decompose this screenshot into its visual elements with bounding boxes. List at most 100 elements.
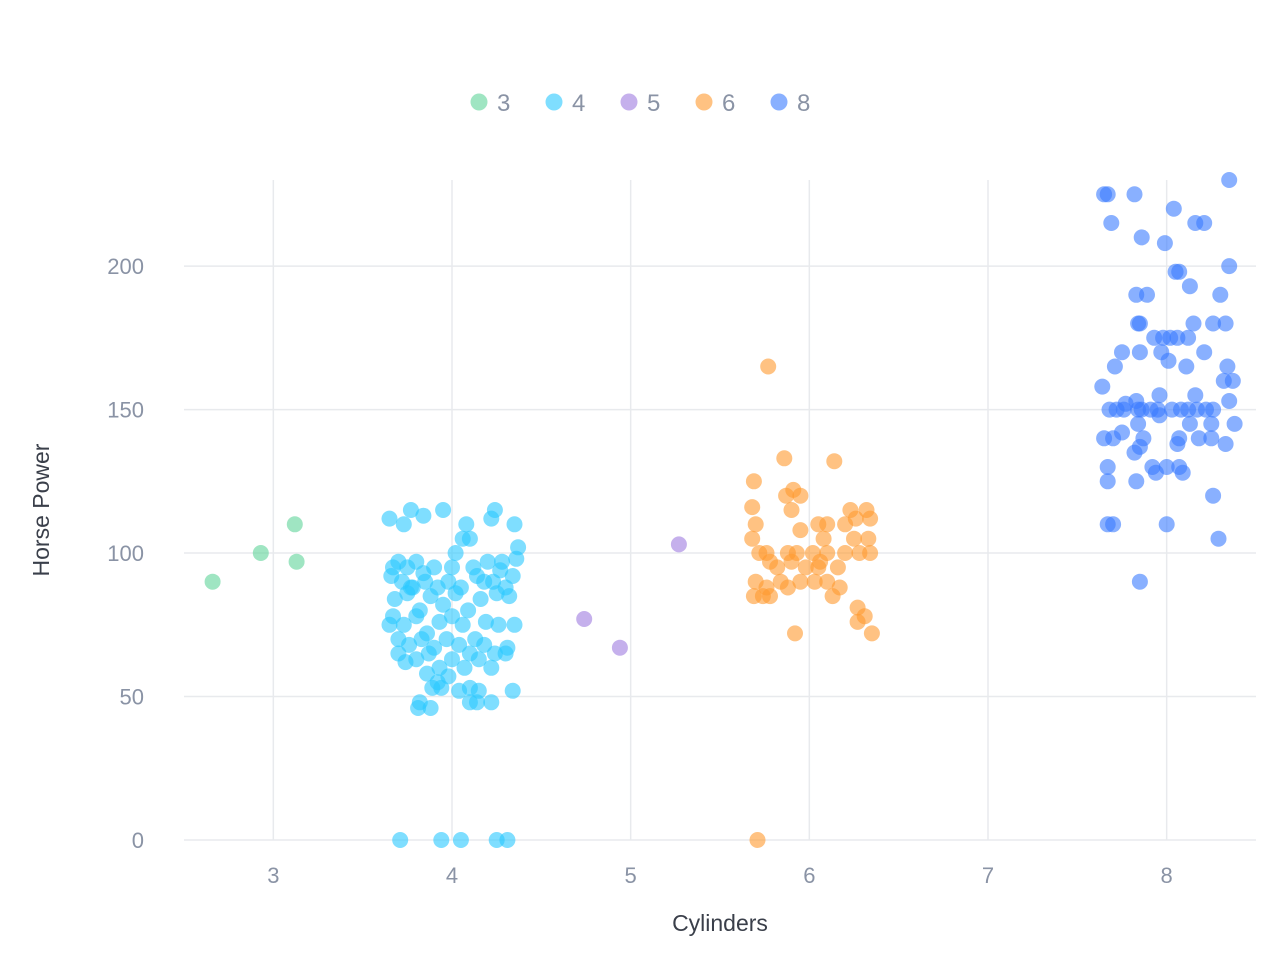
data-point xyxy=(1203,415,1220,432)
y-tick-label: 150 xyxy=(107,398,144,423)
data-point xyxy=(749,832,766,848)
data-point xyxy=(1180,329,1197,346)
data-point xyxy=(1099,473,1116,490)
data-point xyxy=(413,631,430,648)
data-point xyxy=(1126,186,1143,203)
data-point xyxy=(435,596,452,613)
data-point xyxy=(1158,459,1175,475)
data-point xyxy=(1178,358,1195,375)
data-point xyxy=(1094,378,1111,395)
data-point xyxy=(497,645,514,662)
data-point xyxy=(447,585,464,602)
data-point xyxy=(819,573,836,590)
data-point xyxy=(440,573,457,590)
x-tick-label: 7 xyxy=(982,863,994,888)
data-point xyxy=(476,573,493,590)
x-axis-title: Cylinders xyxy=(672,910,768,936)
data-point xyxy=(745,473,762,490)
data-point xyxy=(490,616,507,633)
data-point xyxy=(810,559,827,576)
data-point xyxy=(846,530,862,547)
y-tick-label: 50 xyxy=(120,685,144,710)
data-point xyxy=(440,668,457,685)
data-point xyxy=(670,536,687,553)
data-point xyxy=(815,530,832,547)
data-point xyxy=(1219,358,1236,375)
data-point xyxy=(1133,229,1150,246)
data-point xyxy=(1105,516,1122,533)
data-point xyxy=(783,502,800,518)
data-point xyxy=(395,516,412,533)
data-point xyxy=(1203,430,1220,447)
legend-label: 6 xyxy=(722,90,735,117)
data-point xyxy=(760,358,777,375)
legend-item-8[interactable]: 8 xyxy=(770,90,811,117)
data-point xyxy=(1162,329,1179,346)
x-tick-label: 3 xyxy=(267,863,279,888)
data-point xyxy=(252,545,269,561)
data-point xyxy=(1151,407,1168,424)
data-point xyxy=(415,507,432,524)
data-point xyxy=(1114,424,1130,441)
data-point xyxy=(1169,436,1186,452)
data-point xyxy=(286,516,303,533)
data-points xyxy=(204,172,1243,848)
data-point xyxy=(1181,278,1198,295)
data-point xyxy=(402,502,419,518)
data-point xyxy=(787,625,803,642)
data-point xyxy=(1196,215,1213,231)
data-point xyxy=(488,585,505,602)
data-point xyxy=(1187,387,1204,404)
data-point xyxy=(792,522,809,539)
data-point xyxy=(1217,315,1234,332)
data-point xyxy=(1221,258,1238,275)
data-point xyxy=(504,682,521,699)
data-point xyxy=(458,516,475,533)
data-point xyxy=(1205,401,1222,418)
legend-label: 4 xyxy=(572,90,585,117)
data-point xyxy=(395,616,412,633)
series-6 xyxy=(744,358,880,848)
y-tick-label: 200 xyxy=(107,254,144,279)
data-point xyxy=(1212,286,1229,303)
data-point xyxy=(288,553,305,570)
data-point xyxy=(470,651,487,668)
data-point xyxy=(1130,315,1147,332)
data-point xyxy=(863,625,880,642)
data-point xyxy=(501,588,518,605)
legend-item-4[interactable]: 4 xyxy=(545,90,586,117)
legend-item-6[interactable]: 6 xyxy=(695,90,736,117)
y-axis-title: Horse Power xyxy=(28,443,54,576)
data-point xyxy=(410,700,427,716)
data-point xyxy=(392,832,409,848)
data-point xyxy=(1158,516,1175,533)
data-point xyxy=(506,616,523,633)
data-point xyxy=(847,510,864,527)
data-point xyxy=(1217,436,1234,452)
legend-item-5[interactable]: 5 xyxy=(620,90,661,117)
data-point xyxy=(1215,372,1232,389)
data-point xyxy=(506,516,523,533)
legend-marker xyxy=(770,93,788,111)
data-point xyxy=(1131,438,1148,455)
data-point xyxy=(1103,215,1120,231)
legend-item-3[interactable]: 3 xyxy=(470,90,511,117)
data-point xyxy=(1130,415,1147,432)
data-point xyxy=(769,559,786,576)
data-point xyxy=(408,608,425,625)
data-point xyxy=(460,602,477,619)
data-point xyxy=(819,516,836,533)
legend-marker xyxy=(695,93,713,111)
data-point xyxy=(420,645,437,662)
data-point xyxy=(860,530,877,547)
data-point xyxy=(829,559,846,576)
data-point xyxy=(422,588,439,605)
data-point xyxy=(1171,263,1188,280)
legend-label: 8 xyxy=(797,90,810,117)
data-point xyxy=(419,665,435,682)
data-point xyxy=(792,573,809,590)
grid xyxy=(184,180,1256,841)
data-point xyxy=(1226,415,1243,432)
data-point xyxy=(431,613,448,630)
data-point xyxy=(452,832,469,848)
